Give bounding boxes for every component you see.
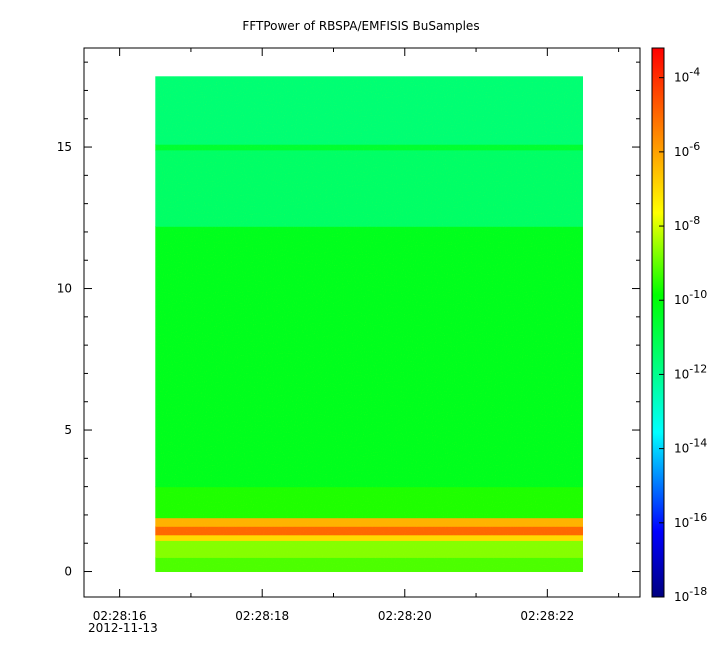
x-axis: 02:28:16 02:28:18 02:28:20 02:28:22 [93, 48, 620, 623]
colorbar-tick-label: 10-6 [674, 140, 700, 159]
y-axis: 0 5 10 15 [57, 61, 640, 579]
colorbar-tick-label: 10-18 [674, 585, 707, 604]
colorbar-axis: 10-4 10-6 10-8 10-10 10-12 10-14 10-16 10-18 [659, 66, 707, 604]
y-tick-label: 0 [64, 565, 72, 579]
x-tick-label: 02:28:16 [93, 609, 147, 623]
colorbar-tick-label: 10-10 [674, 288, 707, 307]
colorbar-tick-label: 10-16 [674, 511, 707, 530]
colorbar-tick-label: 10-12 [674, 362, 707, 381]
colorbar [651, 47, 665, 598]
x-date-label: 2012-11-13 [88, 621, 158, 635]
x-tick-label: 02:28:18 [235, 609, 289, 623]
heatmap-speckle-overlay [155, 76, 584, 572]
colorbar-tick-label: 10-8 [674, 214, 700, 233]
chart-title: FFTPower of RBSPA/EMFISIS BuSamples [242, 19, 479, 33]
y-tick-label: 5 [64, 423, 72, 437]
x-tick-label: 02:28:20 [378, 609, 432, 623]
y-tick-label: 10 [57, 282, 72, 296]
plot-frame [83, 47, 641, 598]
y-tick-label: 15 [57, 140, 72, 154]
colorbar-tick-label: 10-4 [674, 66, 700, 85]
x-tick-label: 02:28:22 [520, 609, 574, 623]
colorbar-tick-label: 10-14 [674, 437, 707, 456]
